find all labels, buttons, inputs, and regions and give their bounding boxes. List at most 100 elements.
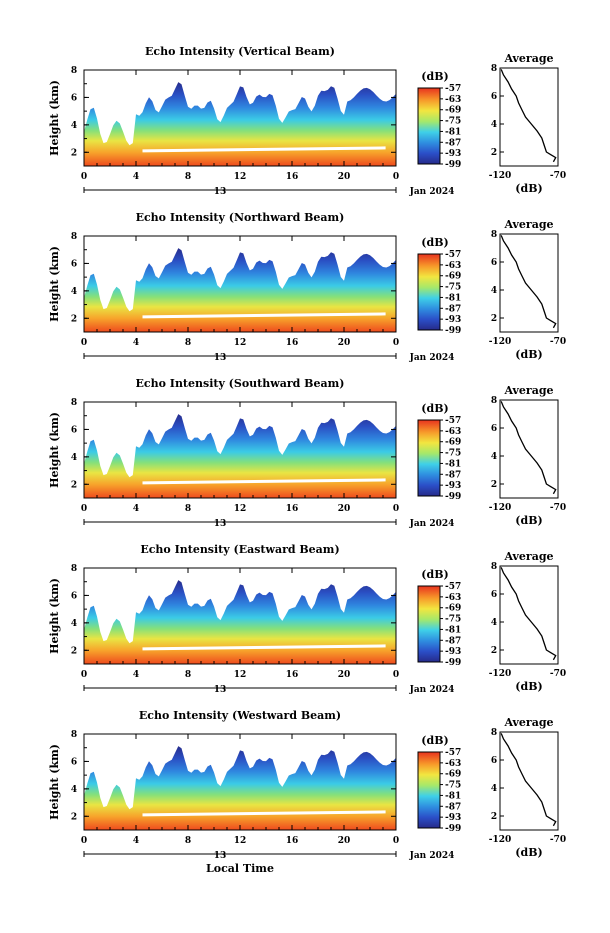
colorbar-tick-label: -63 [445, 261, 461, 271]
x-tick-label: 0 [393, 338, 399, 348]
x-tick-label: 20 [338, 338, 351, 348]
profile-x-label: (dB) [515, 182, 542, 195]
x-tick-label: 12 [234, 504, 247, 514]
y-axis-label: Height (km) [48, 578, 61, 654]
colorbar-tick-label: -99 [445, 824, 461, 834]
y-tick-label: 6 [71, 425, 77, 435]
panel-1: Echo Intensity (Vertical Beam) 2 4 6 8 Height… [48, 45, 566, 197]
y-tick-label: 4 [71, 453, 77, 463]
colorbar-tick-label: -99 [445, 160, 461, 170]
x-tick-label: 4 [133, 836, 139, 846]
profile-y-tick-label: 4 [491, 452, 497, 462]
profile-x-tick-label: -70 [550, 669, 566, 679]
colorbar-tick-label: -57 [445, 582, 461, 592]
profile-frame [499, 399, 559, 499]
y-tick-label: 6 [71, 591, 77, 601]
panel-title: Echo Intensity (Vertical Beam) [145, 45, 335, 58]
colorbar [417, 419, 441, 497]
colorbar-tick-label: -99 [445, 326, 461, 336]
x-tick-label: 20 [338, 670, 351, 680]
colorbar-tick-label: -93 [445, 481, 461, 491]
x-tick-label: 16 [286, 836, 299, 846]
colorbar-tick-label: -93 [445, 315, 461, 325]
profile-y-tick-label: 6 [491, 590, 497, 600]
echo-gap-band [142, 146, 386, 153]
y-tick-label: 8 [71, 66, 77, 76]
x-tick-label: 12 [234, 670, 247, 680]
profile-x-tick-label: -120 [489, 171, 512, 181]
colorbar-tick-label: -57 [445, 748, 461, 758]
echo-heatmap [84, 82, 396, 166]
colorbar-tick-label: -57 [445, 84, 461, 94]
x-tick-label: 20 [338, 504, 351, 514]
colorbar-tick-label: -75 [445, 283, 461, 293]
x-tick-label: 0 [393, 172, 399, 182]
profile-y-tick-label: 8 [491, 64, 497, 74]
profile-x-tick-label: -120 [489, 503, 512, 513]
colorbar-tick-label: -63 [445, 427, 461, 437]
colorbar [417, 87, 441, 165]
profile-y-tick-label: 6 [491, 424, 497, 434]
profile-y-tick-label: 2 [491, 646, 497, 656]
colorbar-tick-label: -69 [445, 106, 461, 116]
profile-y-tick-label: 6 [491, 756, 497, 766]
profile-x-tick-label: -120 [489, 337, 512, 347]
y-tick-label: 2 [71, 148, 77, 158]
colorbar-tick-label: -81 [445, 625, 461, 635]
colorbar-tick-label: -63 [445, 759, 461, 769]
profile-frame [499, 731, 559, 831]
profile-line [500, 69, 557, 163]
x-tick-label: 0 [393, 504, 399, 514]
date-day-label: 13 [214, 685, 227, 695]
x-tick-label: 8 [185, 670, 191, 680]
colorbar-tick-label: -75 [445, 615, 461, 625]
panel-title: Echo Intensity (Westward Beam) [139, 709, 341, 722]
profile-frame [499, 67, 559, 167]
colorbar-unit: (dB) [421, 402, 448, 415]
echo-heatmap [84, 580, 396, 664]
y-axis-label: Height (km) [48, 246, 61, 322]
colorbar-unit: (dB) [421, 236, 448, 249]
profile-y-tick-label: 4 [491, 120, 497, 130]
colorbar-tick-label: -69 [445, 272, 461, 282]
profile-y-tick-label: 6 [491, 92, 497, 102]
x-tick-label: 0 [81, 670, 87, 680]
profile-line [500, 235, 557, 329]
profile-x-tick-label: -70 [550, 171, 566, 181]
profile-y-tick-label: 8 [491, 230, 497, 240]
panel-3: Echo Intensity (Southward Beam) 2 4 6 8 Heigh… [48, 377, 566, 529]
x-tick-label: 16 [286, 338, 299, 348]
colorbar-tick-label: -81 [445, 459, 461, 469]
x-tick-label: 8 [185, 338, 191, 348]
date-label: Jan 2024 [409, 187, 455, 197]
x-tick-label: 4 [133, 504, 139, 514]
profile-frame [499, 565, 559, 665]
profile-y-tick-label: 4 [491, 618, 497, 628]
colorbar-tick-label: -93 [445, 149, 461, 159]
echo-heatmap [84, 414, 396, 498]
profile-title: Average [503, 550, 553, 563]
x-tick-label: 8 [185, 172, 191, 182]
colorbar-tick-label: -81 [445, 127, 461, 137]
y-tick-label: 2 [71, 480, 77, 490]
profile-y-tick-label: 4 [491, 286, 497, 296]
profile-line [500, 733, 557, 827]
x-tick-label: 4 [133, 670, 139, 680]
x-axis-label: Local Time [206, 862, 274, 875]
colorbar-tick-label: -57 [445, 250, 461, 260]
y-tick-label: 4 [71, 121, 77, 131]
profile-title: Average [503, 52, 553, 65]
profile-x-label: (dB) [515, 348, 542, 361]
panel-title: Echo Intensity (Southward Beam) [136, 377, 345, 390]
x-tick-label: 4 [133, 172, 139, 182]
panel-4: Echo Intensity (Eastward Beam) 2 4 6 8 Height… [48, 543, 566, 695]
colorbar-tick-label: -81 [445, 293, 461, 303]
x-tick-label: 0 [393, 836, 399, 846]
date-day-label: 13 [214, 187, 227, 197]
date-day-label: 13 [214, 851, 227, 861]
echo-gap-band [142, 810, 386, 817]
profile-x-tick-label: -70 [550, 835, 566, 845]
colorbar-tick-label: -87 [445, 138, 461, 148]
profile-line [500, 567, 557, 661]
